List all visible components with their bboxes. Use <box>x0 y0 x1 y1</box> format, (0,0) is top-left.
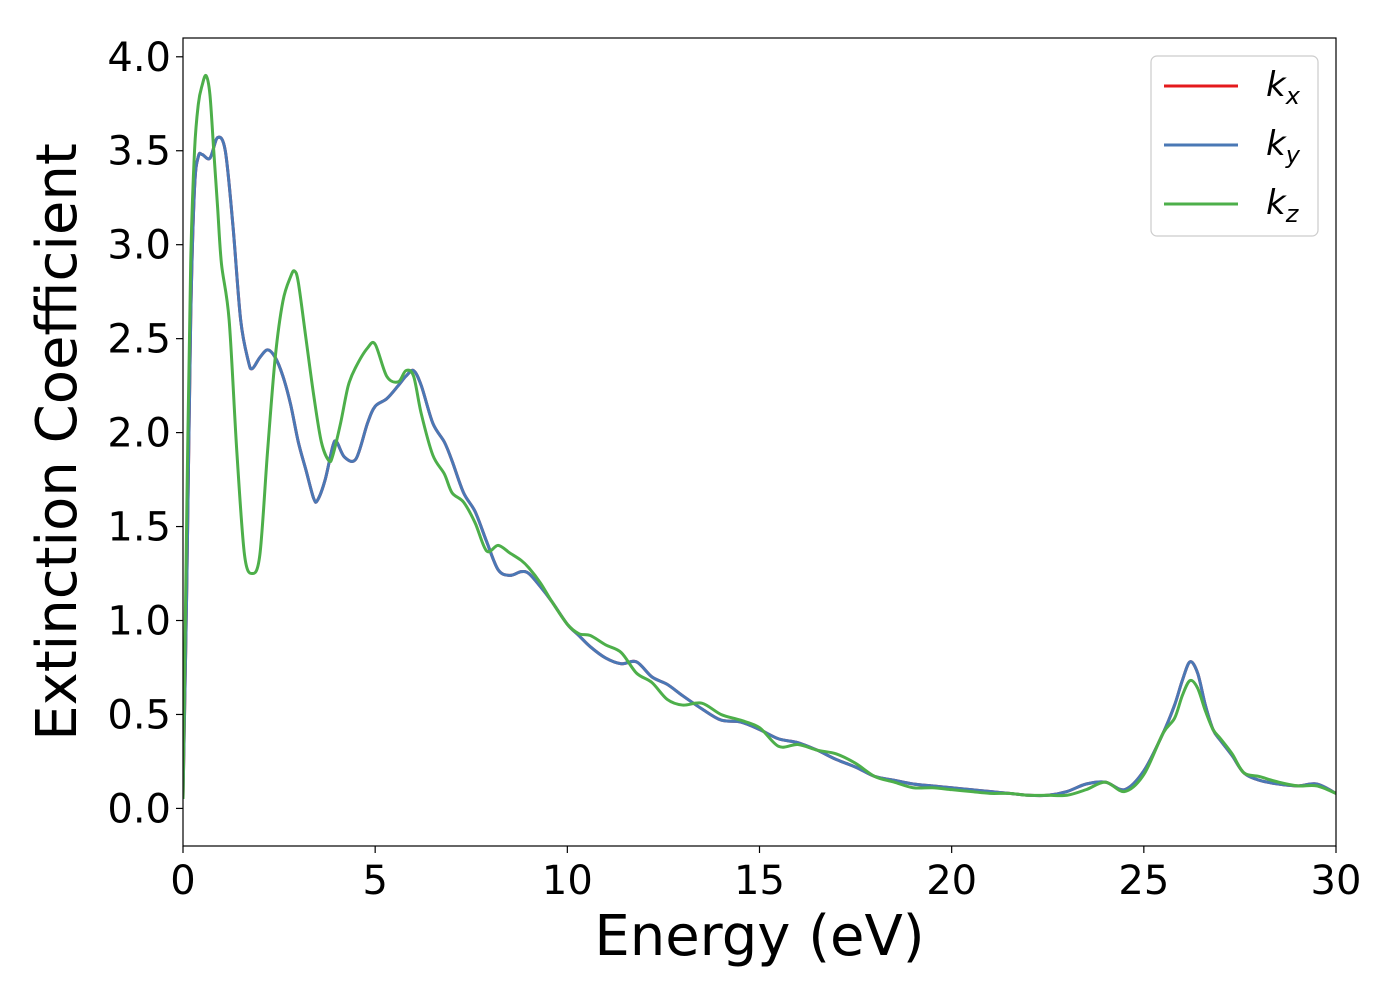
y-tick-label: 1.0 <box>107 599 171 645</box>
series-layer <box>183 73 1336 800</box>
y-tick-label: 3.5 <box>107 129 171 175</box>
y-tick-label: 4.0 <box>107 35 171 81</box>
y-tick-label: 3.0 <box>107 223 171 269</box>
y-axis: 0.0 0.5 1.0 1.5 2.0 2.5 3.0 3.5 4.0 <box>107 35 183 832</box>
y-tick-label: 0.5 <box>107 692 171 738</box>
y-axis-label: Extinction Coefficient <box>25 143 90 741</box>
legend-label-z: kz <box>1266 183 1300 228</box>
x-axis: 0 5 10 15 20 25 30 <box>170 846 1361 904</box>
y-tick-label: 1.5 <box>107 505 171 551</box>
y-tick-label: 2.0 <box>107 411 171 457</box>
legend-label-x: kx <box>1266 65 1301 110</box>
y-tick-label: 0.0 <box>107 786 171 832</box>
x-tick-label: 20 <box>926 858 977 904</box>
x-tick-label: 25 <box>1118 858 1169 904</box>
x-tick-label: 30 <box>1311 858 1362 904</box>
series-line-z <box>183 73 1336 800</box>
x-axis-label: Energy (eV) <box>594 904 924 969</box>
x-tick-label: 5 <box>362 858 387 904</box>
legend-label-y: ky <box>1266 124 1301 169</box>
x-tick-label: 0 <box>170 858 195 904</box>
legend: kx ky kz <box>1150 55 1319 237</box>
y-tick-label: 2.5 <box>107 317 171 363</box>
x-tick-label: 15 <box>734 858 785 904</box>
x-tick-label: 10 <box>542 858 593 904</box>
